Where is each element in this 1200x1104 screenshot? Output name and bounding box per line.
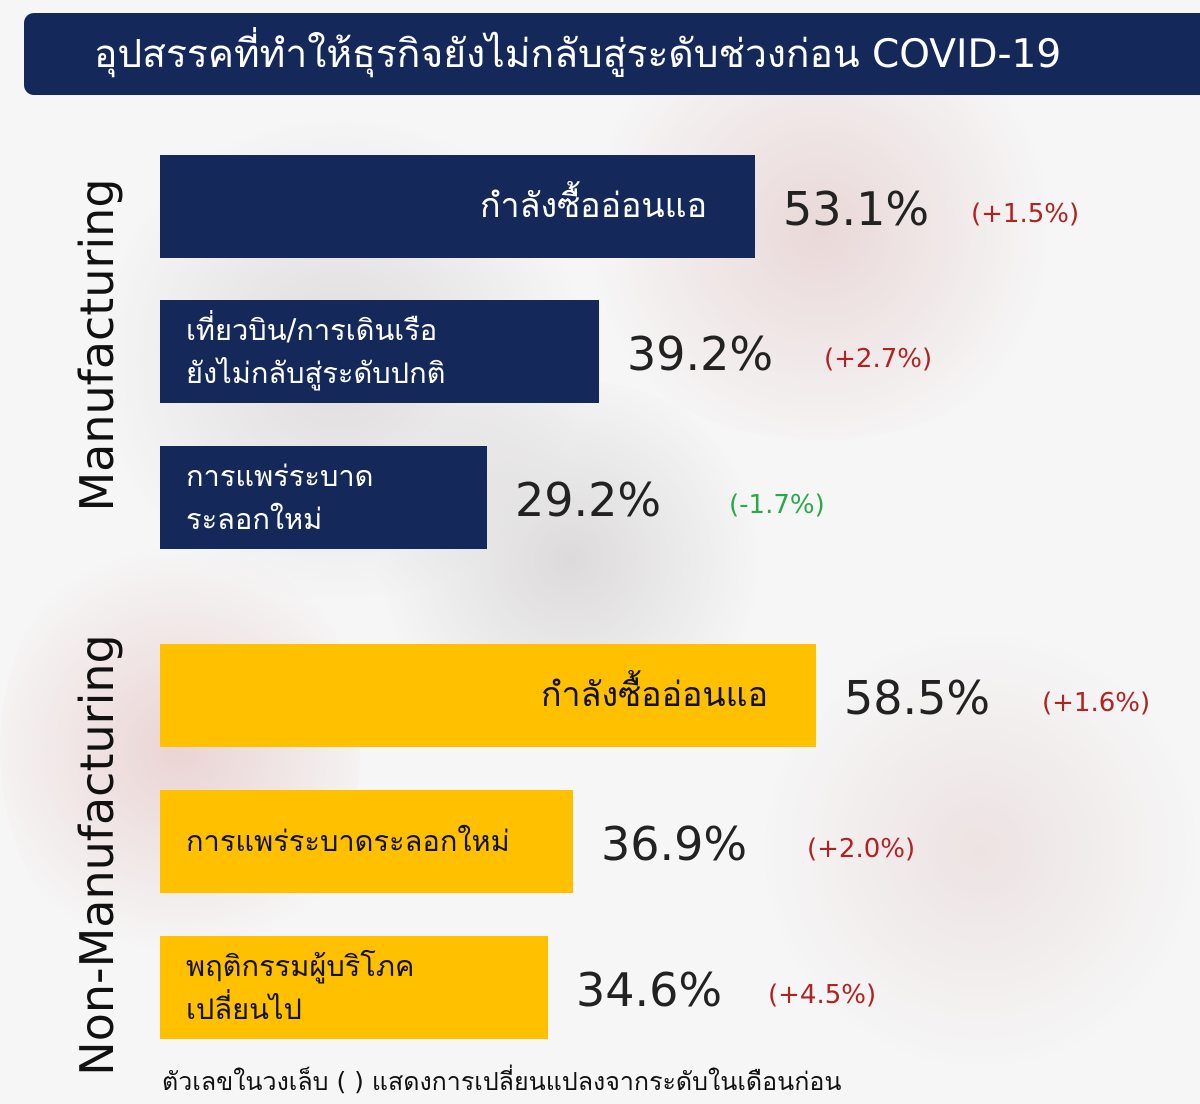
bar-label: กำลังซื้ออ่อนแอ: [479, 185, 707, 226]
title-banner: อุปสรรคที่ทำให้ธุรกิจยังไม่กลับสู่ระดับช…: [24, 13, 1200, 95]
change-label: (+1.6%): [1042, 688, 1151, 718]
bar: การแพร่ระบาดระลอกใหม่: [160, 790, 573, 893]
bar: การแพร่ระบาด ระลอกใหม่: [160, 446, 487, 549]
change-label: (+4.5%): [768, 980, 877, 1010]
bar-label: เที่ยวบิน/การเดินเรือ ยังไม่กลับสู่ระดับ…: [186, 313, 446, 390]
bar-label: พฤติกรรมผู้บริโภค เปลี่ยนไป: [186, 949, 415, 1026]
change-label: (+2.7%): [824, 344, 933, 374]
bar: พฤติกรรมผู้บริโภค เปลี่ยนไป: [160, 936, 548, 1039]
bar-label: การแพร่ระบาด ระลอกใหม่: [186, 459, 374, 536]
bar: กำลังซื้ออ่อนแอ: [160, 155, 755, 258]
footnote: ตัวเลขในวงเล็บ ( ) แสดงการเปลี่ยนแปลงจาก…: [162, 1067, 842, 1096]
value-label: 29.2%: [515, 473, 662, 527]
bar-label: การแพร่ระบาดระลอกใหม่: [186, 824, 510, 859]
value-label: 36.9%: [601, 817, 748, 871]
change-label: (+2.0%): [807, 834, 916, 864]
value-label: 34.6%: [576, 963, 723, 1017]
value-label: 39.2%: [627, 327, 774, 381]
value-label: 58.5%: [844, 671, 991, 725]
value-label: 53.1%: [783, 182, 930, 236]
group-label: Manufacturing: [70, 178, 124, 512]
bar: กำลังซื้ออ่อนแอ: [160, 644, 816, 747]
change-label: (-1.7%): [729, 490, 825, 520]
bar-label: กำลังซื้ออ่อนแอ: [540, 674, 768, 715]
change-label: (+1.5%): [971, 199, 1080, 229]
chart-title: อุปสรรคที่ทำให้ธุรกิจยังไม่กลับสู่ระดับช…: [94, 32, 1062, 77]
group-label: Non-Manufacturing: [70, 634, 124, 1076]
bar: เที่ยวบิน/การเดินเรือ ยังไม่กลับสู่ระดับ…: [160, 300, 599, 403]
